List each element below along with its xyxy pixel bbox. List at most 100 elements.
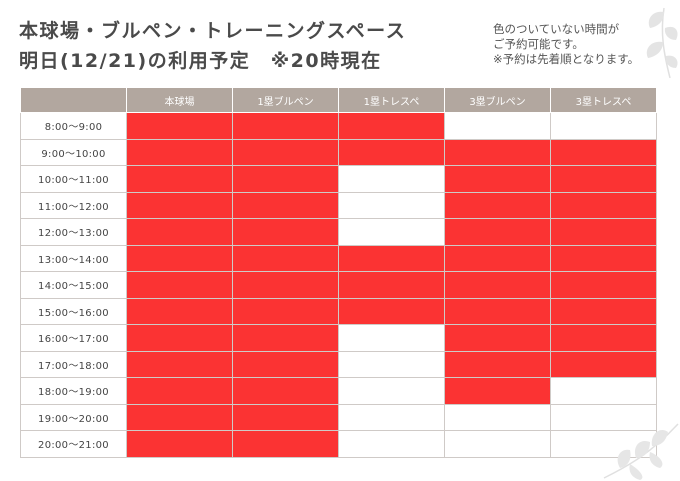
table-row: 13:00〜14:00: [20, 244, 657, 272]
booked-slot: [232, 377, 339, 405]
booked-slot: [338, 297, 445, 325]
table-row: 18:00〜19:00: [20, 377, 657, 405]
booked-slot: [232, 218, 339, 246]
booked-slot: [126, 165, 233, 193]
booked-slot: [126, 350, 233, 378]
available-slot: [338, 324, 445, 352]
header-main-field: 本球場: [126, 87, 233, 113]
page-title: 本球場・ブルペン・トレーニングスペース 明日(12/21)の利用予定 ※20時現…: [19, 16, 406, 76]
booked-slot: [126, 324, 233, 352]
note-line-2: ご予約可能です。: [493, 37, 584, 51]
time-slot: 14:00〜15:00: [20, 271, 127, 299]
header-1b-training: 1塁トレスペ: [338, 87, 445, 113]
booked-slot: [444, 218, 551, 246]
booked-slot: [126, 297, 233, 325]
time-slot: 13:00〜14:00: [20, 244, 127, 272]
booked-slot: [232, 271, 339, 299]
booked-slot: [232, 244, 339, 272]
booked-slot: [550, 271, 657, 299]
time-slot: 10:00〜11:00: [20, 165, 127, 193]
table-row: 11:00〜12:00: [20, 191, 657, 219]
available-slot: [550, 377, 657, 405]
available-slot: [444, 112, 551, 140]
leaf-decoration-bottom: [603, 423, 679, 480]
booked-slot: [232, 138, 339, 166]
available-slot: [444, 430, 551, 458]
booked-slot: [232, 112, 339, 140]
booked-slot: [232, 403, 339, 431]
leaf-decoration-top: [646, 7, 678, 79]
booked-slot: [444, 138, 551, 166]
time-slot: 11:00〜12:00: [20, 191, 127, 219]
table-row: 20:00〜21:00: [20, 430, 657, 458]
time-slot: 17:00〜18:00: [20, 350, 127, 378]
booked-slot: [444, 271, 551, 299]
header-1b-bullpen: 1塁ブルペン: [232, 87, 339, 113]
time-slot: 9:00〜10:00: [20, 138, 127, 166]
booked-slot: [444, 377, 551, 405]
booked-slot: [232, 165, 339, 193]
time-slot: 20:00〜21:00: [20, 430, 127, 458]
available-slot: [338, 350, 445, 378]
available-slot: [338, 191, 445, 219]
time-slot: 8:00〜9:00: [20, 112, 127, 140]
table-row: 19:00〜20:00: [20, 403, 657, 431]
booked-slot: [232, 324, 339, 352]
available-slot: [550, 403, 657, 431]
booked-slot: [338, 244, 445, 272]
table-row: 9:00〜10:00: [20, 138, 657, 166]
booked-slot: [444, 324, 551, 352]
booked-slot: [126, 244, 233, 272]
booked-slot: [550, 138, 657, 166]
time-slot: 16:00〜17:00: [20, 324, 127, 352]
booked-slot: [126, 218, 233, 246]
table-row: 16:00〜17:00: [20, 324, 657, 352]
booked-slot: [444, 297, 551, 325]
booked-slot: [444, 244, 551, 272]
booked-slot: [444, 350, 551, 378]
booked-slot: [550, 191, 657, 219]
time-slot: 15:00〜16:00: [20, 297, 127, 325]
booked-slot: [126, 377, 233, 405]
table-row: 8:00〜9:00: [20, 112, 657, 140]
available-slot: [338, 403, 445, 431]
booked-slot: [338, 138, 445, 166]
available-slot: [338, 377, 445, 405]
available-slot: [338, 218, 445, 246]
booked-slot: [126, 191, 233, 219]
note-line-1: 色のついていない時間が: [493, 22, 620, 36]
title-line-1: 本球場・ブルペン・トレーニングスペース: [19, 20, 407, 42]
booked-slot: [126, 271, 233, 299]
title-line-2: 明日(12/21)の利用予定 ※20時現在: [19, 50, 382, 72]
booked-slot: [550, 165, 657, 193]
booked-slot: [550, 350, 657, 378]
booked-slot: [338, 112, 445, 140]
available-slot: [338, 165, 445, 193]
available-slot: [550, 112, 657, 140]
booked-slot: [444, 191, 551, 219]
table-row: 17:00〜18:00: [20, 350, 657, 378]
booked-slot: [126, 138, 233, 166]
table-row: 12:00〜13:00: [20, 218, 657, 246]
booked-slot: [444, 165, 551, 193]
available-slot: [338, 430, 445, 458]
table-row: 15:00〜16:00: [20, 297, 657, 325]
time-slot: 18:00〜19:00: [20, 377, 127, 405]
booked-slot: [126, 403, 233, 431]
schedule-body: 8:00〜9:00 9:00〜10:00 10:00〜11:00 11:00〜12:0…: [20, 112, 657, 458]
booked-slot: [232, 350, 339, 378]
booked-slot: [126, 430, 233, 458]
booked-slot: [338, 271, 445, 299]
table-row: 14:00〜15:00: [20, 271, 657, 299]
booked-slot: [126, 112, 233, 140]
booked-slot: [232, 191, 339, 219]
booked-slot: [550, 297, 657, 325]
booked-slot: [550, 244, 657, 272]
header-3b-bullpen: 3塁ブルペン: [444, 87, 551, 113]
table-row: 10:00〜11:00: [20, 165, 657, 193]
booked-slot: [232, 297, 339, 325]
time-slot: 12:00〜13:00: [20, 218, 127, 246]
note-line-3: ※予約は先着順となります。: [493, 52, 640, 66]
availability-note: 色のついていない時間が ご予約可能です。 ※予約は先着順となります。: [493, 22, 639, 67]
time-slot: 19:00〜20:00: [20, 403, 127, 431]
